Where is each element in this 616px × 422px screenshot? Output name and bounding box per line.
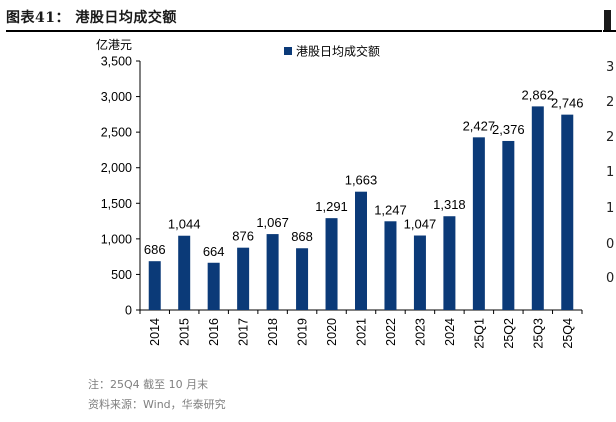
x-tick-label: 2017 [237, 318, 251, 346]
x-tick-label: 2015 [178, 318, 192, 346]
bar-value-label: 1,044 [168, 217, 201, 232]
y-tick-label: 2,000 [101, 161, 132, 175]
y-tick-label: 2,500 [101, 126, 132, 140]
bar-value-label: 1,047 [404, 217, 437, 232]
adjacent-chart-edge: 3 2 2 1 1 0 0 [603, 5, 616, 422]
adjacent-tick-fragment: 0 [606, 271, 615, 286]
bar-value-label: 1,291 [315, 199, 348, 214]
bar-value-label: 1,318 [433, 197, 466, 212]
y-tick-label: 0 [125, 304, 132, 318]
adjacent-tick-fragment: 1 [606, 201, 615, 216]
adjacent-title-edge [604, 10, 611, 30]
x-tick-label: 2024 [443, 318, 457, 346]
bar [237, 247, 250, 310]
adjacent-tick-fragment: 1 [606, 165, 615, 180]
bar-value-label: 868 [291, 229, 313, 244]
x-tick-label: 2021 [355, 318, 369, 346]
legend-swatch [284, 47, 292, 55]
legend-label: 港股日均成交额 [296, 44, 380, 59]
bar [178, 235, 191, 310]
bar [472, 137, 485, 310]
x-tick-label: 2020 [325, 318, 339, 346]
bar [266, 234, 279, 310]
adjacent-title-rule [603, 30, 616, 32]
y-axis-unit-label: 亿港元 [96, 37, 132, 52]
bar-value-label: 664 [203, 244, 225, 259]
bar-value-label: 1,663 [345, 173, 378, 188]
bar [443, 216, 456, 310]
chart-note: 注：25Q4 截至 10 月末 [88, 378, 209, 391]
x-tick-label: 2022 [384, 318, 398, 346]
bar [207, 262, 220, 310]
y-tick-label: 500 [111, 268, 132, 282]
bar-value-label: 686 [144, 242, 166, 257]
x-tick-label: 25Q2 [502, 318, 516, 349]
x-tick-label: 25Q3 [531, 318, 545, 349]
x-tick-label: 25Q4 [561, 318, 575, 349]
bar [502, 140, 515, 310]
adjacent-tick-fragment: 2 [606, 95, 615, 110]
x-tick-label: 2019 [296, 318, 310, 346]
bar-value-label: 2,376 [492, 122, 525, 137]
bar [413, 235, 426, 310]
bar-value-label: 1,247 [374, 202, 407, 217]
bar-value-label: 1,067 [256, 215, 289, 230]
adjacent-tick-fragment: 0 [606, 237, 615, 252]
y-tick-label: 3,000 [101, 90, 132, 104]
chart-source: 资料来源：Wind，华泰研究 [88, 398, 226, 411]
y-tick-label: 3,500 [101, 55, 132, 69]
x-tick-label: 25Q1 [472, 318, 486, 349]
bar [384, 221, 397, 310]
bar-value-label: 2,427 [463, 118, 496, 133]
bar-chart: 亿港元 0 500 1,000 1,500 2,000 2,500 3,000 3,500 686… [96, 37, 584, 349]
bar [148, 261, 161, 310]
bar [355, 191, 367, 310]
adjacent-tick-fragment: 3 [606, 60, 615, 75]
figure-title: 图表41： 港股日均成交额 [6, 10, 177, 26]
x-tick-label: 2014 [148, 318, 162, 346]
bar-value-label: 2,862 [522, 87, 555, 102]
title-rule [6, 30, 602, 32]
y-tick-label: 1,500 [101, 197, 132, 211]
bar [531, 106, 544, 310]
x-tick-label: 2023 [413, 318, 427, 346]
x-tick-label: 2016 [207, 318, 221, 346]
bar [561, 114, 574, 310]
bar [325, 218, 338, 310]
bar-value-label: 876 [232, 229, 254, 244]
bar [296, 248, 309, 310]
adjacent-tick-fragment: 2 [606, 130, 615, 145]
y-tick-label: 1,000 [101, 232, 132, 246]
x-tick-label: 2018 [266, 318, 280, 346]
bar-value-label: 2,746 [551, 96, 584, 111]
